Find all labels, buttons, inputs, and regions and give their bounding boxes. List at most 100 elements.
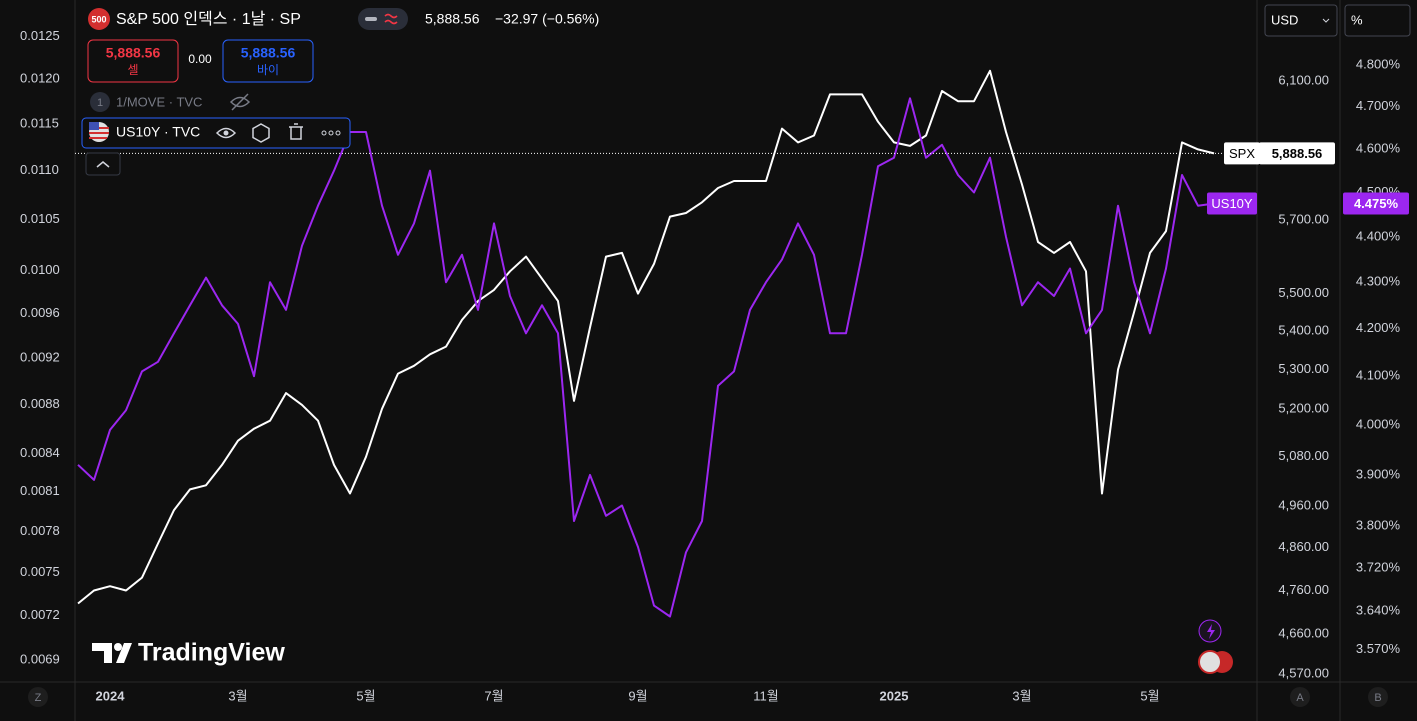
y-tick-label: 5,080.00 — [1278, 448, 1329, 463]
logo — [116, 643, 132, 663]
symbol-badge — [88, 8, 110, 30]
indicator-name[interactable]: US10Y · TVC — [116, 124, 200, 140]
icon — [1322, 18, 1330, 23]
collapse-button[interactable] — [85, 152, 121, 176]
eye-icon — [223, 130, 229, 136]
series-name-badge — [1207, 192, 1257, 215]
y-tick-label: 3.640% — [1356, 602, 1401, 617]
eye-icon[interactable] — [215, 127, 237, 139]
corner-label: B — [1374, 692, 1381, 704]
icon — [335, 130, 341, 136]
y-tick-label: 0.0100 — [20, 262, 60, 277]
last-value-label: 5,888.56 — [1272, 146, 1323, 161]
y-tick-label: 4,960.00 — [1278, 497, 1329, 512]
x-tick-label: 5월 — [356, 688, 375, 703]
indicator-count-text: 1 — [97, 97, 103, 109]
logo — [92, 643, 112, 663]
corner-label: Z — [35, 692, 42, 704]
x-tick-label: 2024 — [96, 688, 126, 703]
series-name: US10Y — [1211, 196, 1253, 211]
y-tick-label: 0.0069 — [20, 651, 60, 666]
icon — [96, 161, 110, 168]
y-tick-label: 4,860.00 — [1278, 539, 1329, 554]
y-tick-label: 3.800% — [1356, 518, 1401, 533]
last-value-label: 4.475% — [1354, 196, 1399, 211]
y-tick-label: 4,570.00 — [1278, 666, 1329, 681]
y-tick-label: 4.800% — [1356, 57, 1401, 72]
buy-label: 바이 — [257, 63, 279, 77]
x-tick-label: 7월 — [484, 688, 503, 703]
x-tick-label: 2025 — [880, 688, 909, 703]
unit: % — [1351, 12, 1363, 27]
y-tick-label: 6,100.00 — [1278, 72, 1329, 87]
y-tick-label: 4.600% — [1356, 141, 1401, 156]
y-tick-label: 3.720% — [1356, 560, 1401, 575]
y-tick-label: 3.570% — [1356, 641, 1401, 656]
last-value-badge — [1259, 142, 1335, 165]
y-tick-label: 0.0125 — [20, 28, 60, 43]
sell-label: 셀 — [127, 63, 138, 77]
status-pill[interactable] — [358, 8, 408, 30]
y-tick-label: 4.200% — [1356, 320, 1401, 335]
indicator-name[interactable]: 1/MOVE · TVC — [116, 94, 202, 109]
logo — [114, 643, 122, 651]
price-change: −32.97 (−0.56%) — [495, 11, 599, 27]
y-tick-label: 4.000% — [1356, 416, 1401, 431]
more-icon[interactable] — [321, 130, 341, 136]
series-line — [77, 97, 1215, 618]
corner-label: A — [1296, 692, 1304, 704]
corner-button[interactable] — [28, 687, 48, 707]
flag-icon — [89, 122, 99, 130]
icon — [231, 93, 249, 111]
y-tick-label: 0.0088 — [20, 396, 60, 411]
last-value-badge — [1343, 192, 1409, 215]
x-tick-label: 3월 — [228, 688, 247, 703]
spread: 0.00 — [188, 52, 212, 66]
unit-select[interactable] — [1344, 4, 1411, 37]
y-tick-label: 5,400.00 — [1278, 323, 1329, 338]
y-tick-label: 5,200.00 — [1278, 400, 1329, 415]
symbol-badge-text: 500 — [91, 14, 106, 24]
status-icon — [384, 13, 398, 25]
hide-icon[interactable] — [229, 93, 251, 111]
y-tick-label: 0.0120 — [20, 71, 60, 86]
y-tick-label: 5,500.00 — [1278, 285, 1329, 300]
x-tick-label: 3월 — [1012, 688, 1031, 703]
last-price: 5,888.56 — [425, 11, 480, 27]
buy-price: 5,888.56 — [241, 45, 296, 61]
currency-select[interactable] — [1264, 4, 1338, 37]
sell-price: 5,888.56 — [106, 45, 161, 61]
series-line — [77, 69, 1215, 605]
y-tick-label: 0.0072 — [20, 607, 60, 622]
sell-button[interactable] — [87, 39, 179, 83]
status-icon — [365, 17, 377, 21]
y-tick-label: 0.0096 — [20, 305, 60, 320]
y-tick-label: 0.0075 — [20, 564, 60, 579]
x-tick-label: 9월 — [628, 688, 647, 703]
series-name-badge — [1224, 142, 1260, 165]
symbol-title[interactable]: S&P 500 인덱스 · 1날 · SP — [116, 10, 301, 28]
corner-button[interactable] — [1290, 687, 1310, 707]
y-tick-label: 5,300.00 — [1278, 361, 1329, 376]
y-tick-label: 0.0105 — [20, 211, 60, 226]
y-tick-label: 4.700% — [1356, 98, 1401, 113]
delete-icon[interactable] — [289, 123, 303, 140]
y-tick-label: 0.0084 — [20, 445, 60, 460]
y-tick-label: 3.900% — [1356, 466, 1401, 481]
watermark: TradingView — [92, 639, 285, 667]
x-tick-label: 5월 — [1140, 688, 1159, 703]
y-tick-label: 4,660.00 — [1278, 626, 1329, 641]
plot-area — [75, 69, 1222, 618]
y-tick-label: 4.400% — [1356, 228, 1401, 243]
y-tick-label: 0.0081 — [20, 483, 60, 498]
x-tick-label: 11월 — [753, 688, 778, 703]
flag-icon — [1198, 650, 1222, 674]
settings-icon[interactable] — [252, 123, 270, 143]
y-tick-label: 0.0110 — [20, 162, 59, 177]
icon — [1207, 624, 1215, 639]
buy-button[interactable] — [222, 39, 314, 83]
icon — [328, 130, 334, 136]
indicator-count — [90, 92, 110, 112]
corner-button[interactable] — [1368, 687, 1388, 707]
